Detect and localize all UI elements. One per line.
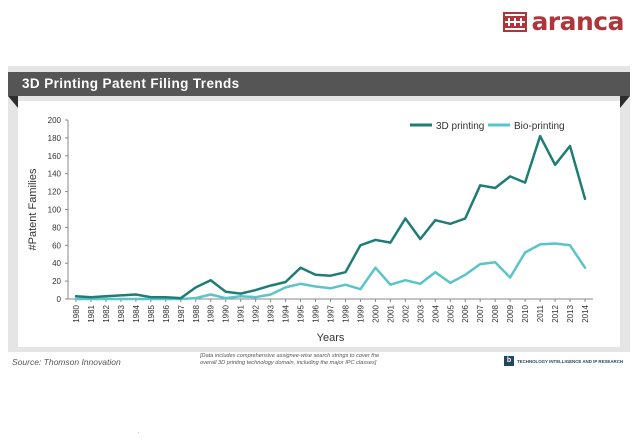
legend-label-bio-printing: Bio-printing	[514, 121, 565, 132]
x-tick-label: 1992	[252, 304, 261, 322]
x-tick-label: 2010	[521, 304, 530, 322]
x-tick-label: 1994	[282, 304, 291, 322]
y-tick-label: 120	[48, 188, 62, 197]
x-tick-label: 1995	[297, 304, 306, 322]
source-text: Source: Thomson Innovation	[12, 357, 121, 367]
y-tick-label: 160	[48, 152, 62, 161]
series-line-3d-printing	[74, 134, 587, 300]
x-tick-label: 2006	[461, 304, 470, 322]
y-tick-label: 0	[57, 295, 62, 304]
x-tick-label: 2014	[581, 304, 590, 322]
x-tick-label: 1990	[222, 304, 231, 322]
y-axis-label: #Patent Families	[27, 168, 39, 250]
x-tick-label: 1998	[341, 304, 350, 322]
aranca-logo-mark-icon	[503, 12, 528, 32]
x-tick-label: 1982	[102, 304, 111, 322]
stray-dot	[138, 432, 139, 433]
ribbon-fold-right	[620, 96, 630, 108]
x-tick-label: 1991	[237, 304, 246, 322]
x-tick-label: 1989	[207, 304, 216, 322]
series-line-bio-printing	[74, 242, 587, 301]
x-tick-label: 1999	[356, 304, 365, 322]
chart-card: 0 20 40 60 80 100 120 140 160 180 200 1980 1981 1982 1…	[18, 101, 620, 347]
x-tick-label: 1983	[117, 304, 126, 322]
y-tick-label: 60	[52, 241, 61, 250]
y-tick-label: 180	[48, 134, 62, 143]
x-tick-label: 2013	[566, 304, 575, 322]
y-tick-label: 20	[52, 277, 61, 286]
ribbon-fold-left	[8, 96, 18, 108]
x-tick-label: 2001	[386, 304, 395, 322]
aranca-logo: aranca	[503, 7, 624, 36]
x-tick-label: 1997	[327, 304, 336, 322]
x-axis-label: Years	[317, 332, 345, 344]
x-tick-label: 1981	[87, 304, 96, 322]
y-tick-label: 200	[48, 116, 62, 125]
x-tick-label: 1987	[177, 304, 186, 322]
footer-tagline: TECHNOLOGY INTELLIGENCE AND IP RESEARCH	[517, 358, 624, 364]
x-tick-label: 2012	[551, 304, 560, 322]
y-tick-label: 100	[48, 206, 62, 215]
y-tick-label: 40	[52, 259, 61, 268]
x-tick-label: 2009	[506, 304, 515, 322]
y-tick-label: 80	[52, 223, 61, 232]
y-tick-label: 140	[48, 170, 62, 179]
x-tick-label: 2003	[416, 304, 425, 322]
brand-name: aranca	[531, 7, 624, 36]
b-logo-icon: b	[504, 356, 514, 366]
x-tick-label: 2008	[491, 304, 500, 322]
patent-trend-chart: 0 20 40 60 80 100 120 140 160 180 200 1980 1981 1982 1…	[27, 116, 593, 344]
slide-title: 3D Printing Patent Filing Trends	[8, 72, 630, 96]
x-tick-label: 1986	[162, 304, 171, 322]
x-tick-label: 2005	[446, 304, 455, 322]
x-tick-label: 1984	[132, 304, 141, 322]
data-note: [Data includes comprehensive assignee-wi…	[200, 353, 440, 367]
x-tick-label: 2011	[536, 304, 545, 322]
x-tick-label: 1996	[312, 304, 321, 322]
x-tick-label: 1980	[72, 304, 81, 322]
data-note-line-1: [Data includes comprehensive assignee-wi…	[200, 353, 380, 359]
x-tick-label: 1988	[192, 304, 201, 322]
data-note-line-2: overall 3D printing technology domain, i…	[200, 360, 377, 366]
x-tick-label: 2007	[476, 304, 485, 322]
x-tick-label: 2004	[431, 304, 440, 322]
x-tick-label: 1985	[147, 304, 156, 322]
legend-label-3d-printing: 3D printing	[436, 121, 484, 132]
x-tick-label: 2000	[371, 304, 380, 322]
x-tick-label: 2002	[401, 304, 410, 322]
x-tick-label: 1993	[267, 304, 276, 322]
footer-brand: b TECHNOLOGY INTELLIGENCE AND IP RESEARC…	[504, 356, 623, 366]
